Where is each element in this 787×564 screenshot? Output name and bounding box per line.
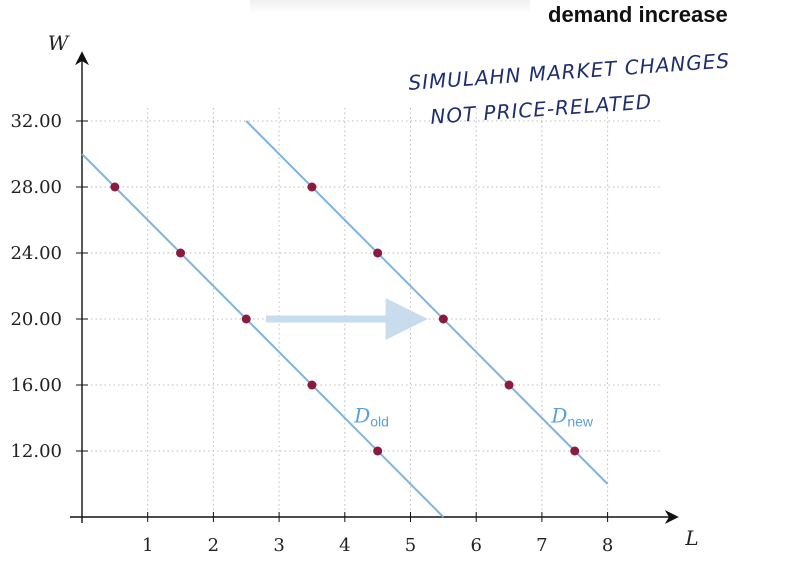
data-point: [307, 380, 317, 390]
x-tick-label: 5: [405, 535, 416, 556]
data-point: [110, 182, 120, 192]
x-tick-label: 2: [208, 535, 219, 556]
grid: [82, 108, 660, 517]
x-tick-label: 1: [142, 535, 153, 556]
y-tick-label: 32.00: [10, 111, 62, 132]
demand-line-1: [245, 120, 609, 485]
data-point: [504, 380, 514, 390]
data-point: [373, 248, 383, 258]
x-tick-label: 6: [470, 535, 481, 556]
data-point: [373, 446, 383, 456]
data-point: [307, 182, 317, 192]
chart-title: demand increase: [548, 2, 728, 27]
y-tick-label: 28.00: [10, 177, 62, 198]
demand-line-0: [81, 153, 445, 518]
series-label-main: D: [550, 404, 567, 428]
y-tick-label: 16.00: [10, 375, 62, 396]
series-label-sub: old: [370, 414, 389, 430]
y-axis-label: W: [48, 31, 70, 55]
y-tick-label: 20.00: [10, 309, 62, 330]
axes: 1 2 3 4 5 6 7 8 12.00 16.00 20.00 24.00 28.00 32.00 W L: [10, 31, 698, 556]
x-tick-label: 8: [602, 535, 613, 556]
series-label-main: D: [353, 404, 370, 428]
series-label-sub: new: [567, 414, 594, 430]
data-point: [570, 446, 580, 456]
x-tick-label: 7: [536, 535, 547, 556]
series: Dold Dnew: [81, 120, 609, 518]
data-point: [176, 248, 186, 258]
x-tick-label: 4: [339, 535, 350, 556]
y-tick-label: 24.00: [10, 243, 62, 264]
top-shadow: [250, 0, 530, 14]
y-tick-label: 12.00: [10, 441, 62, 462]
data-point: [438, 314, 448, 324]
series-label-1: Dnew: [550, 404, 594, 430]
x-tick-label: 3: [273, 535, 284, 556]
series-label-0: Dold: [353, 404, 389, 430]
data-point: [241, 314, 251, 324]
x-axis-label: L: [684, 526, 698, 550]
